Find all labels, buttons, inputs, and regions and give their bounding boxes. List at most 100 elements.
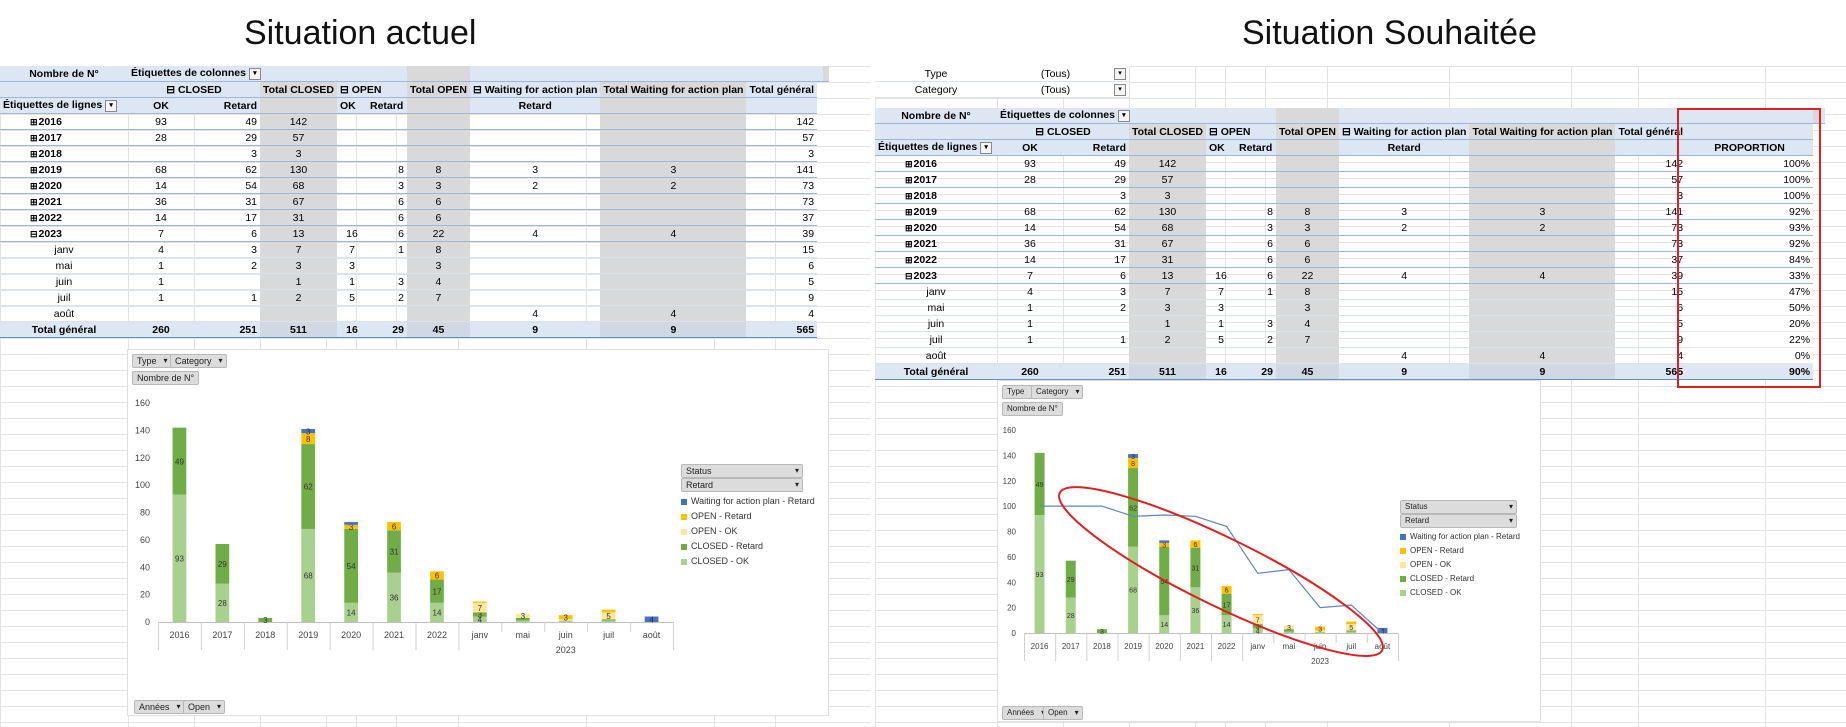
row-label[interactable]: ⊞2020 — [0, 177, 128, 194]
bar-segment[interactable] — [430, 571, 444, 580]
bar-segment[interactable] — [387, 572, 401, 622]
expand-icon[interactable]: ⊞ — [30, 116, 38, 127]
bar-segment[interactable] — [473, 602, 487, 613]
category-filter-value[interactable]: (Tous) ▾ — [997, 81, 1129, 98]
proportion-line[interactable] — [1039, 505, 1383, 634]
bar-segment[interactable] — [1315, 631, 1326, 633]
expand-icon[interactable]: ⊞ — [905, 190, 913, 201]
expand-icon[interactable]: ⊞ — [30, 148, 38, 159]
bar-segment[interactable] — [430, 579, 444, 603]
bar-segment[interactable] — [344, 522, 358, 525]
bar-segment[interactable] — [1346, 631, 1357, 633]
category-filter-button[interactable]: Category — [1031, 385, 1084, 399]
bar-segment[interactable] — [215, 583, 230, 622]
bar-segment[interactable] — [473, 616, 487, 622]
row-label[interactable]: ⊞2018 — [0, 145, 128, 162]
expand-icon[interactable]: ⊞ — [30, 132, 38, 143]
category-filter-button[interactable]: Category — [170, 354, 227, 368]
bar-segment[interactable] — [1346, 630, 1357, 632]
bar-segment[interactable] — [1252, 615, 1263, 625]
bar-segment[interactable] — [644, 616, 659, 622]
bar-segment[interactable] — [430, 602, 444, 622]
bar-segment[interactable] — [1128, 454, 1139, 458]
collapse-icon[interactable]: ⊟ — [30, 228, 38, 239]
bar-segment[interactable] — [1034, 515, 1045, 633]
expand-icon[interactable]: ⊞ — [30, 180, 38, 191]
row-label[interactable]: ⊞2022 — [0, 209, 128, 226]
group-waiting[interactable]: ⊟ Waiting for action plan — [469, 81, 601, 98]
retard-legend-button[interactable]: Retard — [681, 478, 803, 492]
bar-segment[interactable] — [558, 615, 573, 620]
pivot-chart[interactable]: TypeCategoryNombre de N°AnnéesOpenStatus… — [997, 380, 1541, 722]
expand-icon[interactable]: ⊞ — [905, 158, 913, 169]
bar-segment[interactable] — [558, 619, 573, 621]
row-label[interactable]: ⊞2018 — [875, 187, 997, 204]
status-legend-button[interactable]: Status — [681, 464, 803, 478]
expand-icon[interactable]: ⊞ — [905, 254, 913, 265]
years-axis-button[interactable]: Années — [134, 700, 185, 714]
bar-segment[interactable] — [1159, 615, 1170, 633]
bar-segment[interactable] — [1252, 624, 1263, 628]
open-axis-button[interactable]: Open — [183, 700, 226, 714]
bar-segment[interactable] — [1346, 621, 1357, 625]
group-open[interactable]: ⊟ OPEN — [336, 81, 407, 98]
collapse-icon[interactable]: ⊟ — [905, 270, 913, 281]
bar-segment[interactable] — [1221, 593, 1232, 616]
row-label[interactable]: ⊞2016 — [0, 113, 128, 130]
measure-field-button[interactable]: Nombre de N° — [132, 371, 200, 385]
bar-segment[interactable] — [1315, 626, 1326, 631]
bar-segment[interactable] — [1159, 546, 1170, 616]
row-label[interactable]: ⊞2022 — [875, 251, 997, 268]
group-waiting[interactable]: ⊟ Waiting for action plan — [1338, 123, 1470, 140]
row-label[interactable]: ⊞2021 — [0, 193, 128, 210]
col-labels-header[interactable]: Étiquettes de colonnes ▾ — [997, 108, 1206, 124]
bar-segment[interactable] — [258, 617, 273, 622]
group-open[interactable]: ⊟ OPEN — [1205, 123, 1276, 140]
bar-segment[interactable] — [515, 620, 530, 622]
expand-icon[interactable]: ⊞ — [905, 238, 913, 249]
group-closed[interactable]: ⊟ CLOSED — [128, 81, 260, 98]
retard-legend-button[interactable]: Retard — [1400, 514, 1517, 528]
row-label[interactable]: ⊞2021 — [875, 235, 997, 252]
row-label[interactable]: ⊞2017 — [0, 129, 128, 146]
expand-icon[interactable]: ⊞ — [30, 212, 38, 223]
expand-icon[interactable]: ⊞ — [30, 164, 38, 175]
bar-segment[interactable] — [387, 522, 401, 531]
row-label[interactable]: ⊞2019 — [0, 161, 128, 178]
row-label[interactable]: ⊟2023 — [0, 225, 128, 242]
bar-segment[interactable] — [344, 528, 358, 603]
bar-segment[interactable] — [301, 528, 316, 622]
bar-segment[interactable] — [301, 433, 316, 445]
row-labels-header[interactable]: Étiquettes de lignes ▾ — [0, 97, 128, 114]
bar-segment[interactable] — [1221, 586, 1232, 594]
measure-field-button[interactable]: Nombre de N° — [1002, 402, 1063, 416]
expand-icon[interactable]: ⊞ — [905, 206, 913, 217]
bar-segment[interactable] — [601, 609, 616, 613]
bar-segment[interactable] — [1346, 624, 1357, 631]
bar-segment[interactable] — [1128, 457, 1139, 469]
bar-segment[interactable] — [215, 543, 230, 584]
open-axis-button[interactable]: Open — [1043, 706, 1083, 720]
bar-segment[interactable] — [601, 620, 616, 622]
type-filter-value[interactable]: (Tous) ▾ — [997, 66, 1129, 82]
bar-segment[interactable] — [1128, 468, 1139, 547]
bar-segment[interactable] — [344, 524, 358, 529]
bar-segment[interactable] — [1065, 560, 1076, 598]
bar-segment[interactable] — [473, 601, 487, 603]
row-label[interactable]: ⊞2017 — [875, 171, 997, 188]
row-label[interactable]: ⊞2020 — [875, 219, 997, 236]
expand-icon[interactable]: ⊞ — [905, 174, 913, 185]
bar-segment[interactable] — [1252, 613, 1263, 616]
bar-segment[interactable] — [301, 429, 316, 434]
filter-dropdown-icon[interactable]: ▾ — [1114, 67, 1126, 80]
col-labels-filter-icon[interactable]: ▾ — [248, 67, 261, 80]
filter-dropdown-icon[interactable]: ▾ — [1114, 83, 1126, 96]
bar-segment[interactable] — [1283, 629, 1294, 632]
type-filter-button[interactable]: Type — [132, 354, 172, 368]
bar-segment[interactable] — [1190, 547, 1201, 588]
bar-segment[interactable] — [1096, 629, 1107, 633]
col-labels-filter-icon[interactable]: ▾ — [1117, 109, 1130, 122]
bar-segment[interactable] — [1315, 630, 1326, 632]
pivot-chart[interactable]: TypeCategory Nombre de N° AnnéesOpen Status… — [127, 349, 829, 716]
bar-segment[interactable] — [301, 444, 316, 529]
